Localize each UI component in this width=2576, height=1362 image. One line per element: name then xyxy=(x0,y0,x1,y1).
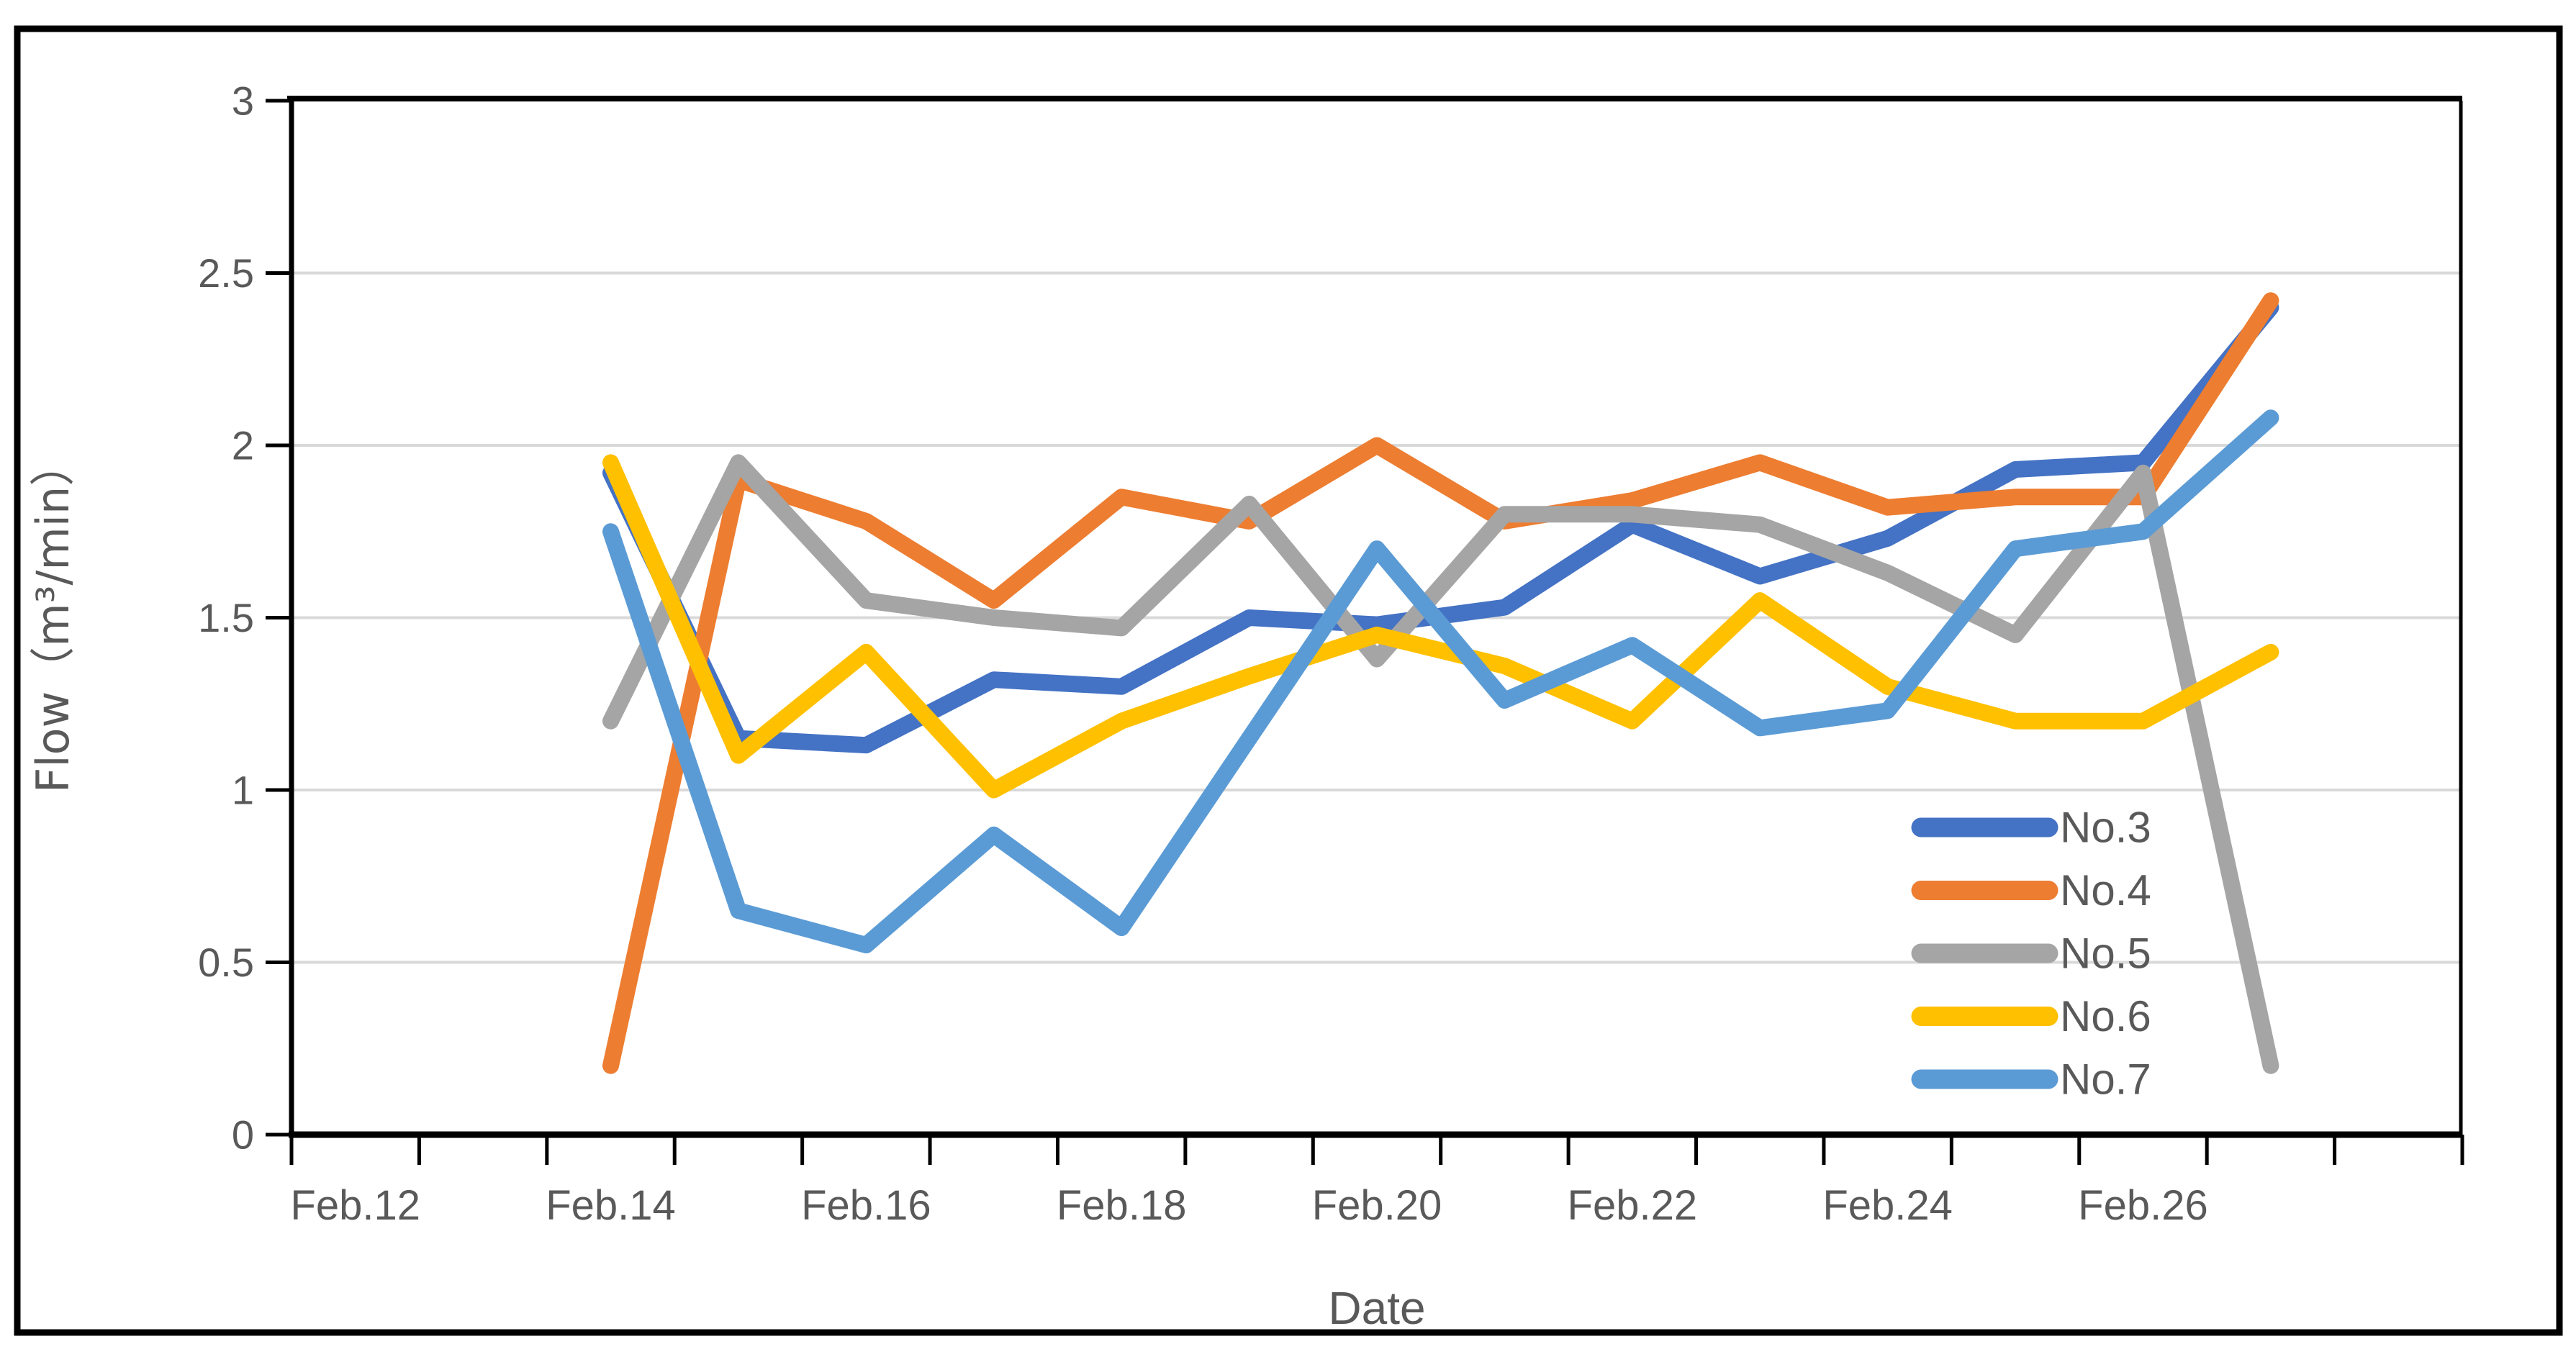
y-tick-label: 0.5 xyxy=(198,940,254,985)
legend-item-No.6: No.6 xyxy=(1911,992,2151,1040)
tick-label-layer: 0 0.5 1 1.5 2 2.5 3 Feb.12 Feb.14 Feb.16 Feb.18 Feb… xyxy=(198,78,2208,1230)
tick-layer xyxy=(266,99,2464,1165)
series-line-No.6 xyxy=(602,454,2279,799)
x-tick-label: Feb.18 xyxy=(1057,1182,1187,1229)
series-layer xyxy=(602,292,2279,1074)
legend-item-No.7: No.7 xyxy=(1911,1055,2151,1104)
y-tick-label: 1 xyxy=(232,768,254,813)
y-tick-label: 1.5 xyxy=(198,595,254,640)
y-tick-label: 2 xyxy=(232,423,254,468)
x-tick-label: Feb.22 xyxy=(1568,1182,1698,1229)
legend-label-No.7: No.7 xyxy=(2060,1055,2151,1104)
series-line-No.5 xyxy=(602,454,2279,1074)
y-tick-label: 3 xyxy=(232,78,254,124)
y-axis-title: Flow（m³/min） xyxy=(27,442,79,794)
legend-item-No.3: No.3 xyxy=(1911,804,2151,852)
legend-label-No.5: No.5 xyxy=(2060,930,2151,978)
x-tick-label: Feb.26 xyxy=(2078,1182,2208,1229)
series-line-No.7 xyxy=(602,409,2279,953)
page-border-layer xyxy=(14,25,2563,1336)
x-tick-label: Feb.12 xyxy=(290,1182,420,1229)
legend-item-No.4: No.4 xyxy=(1911,866,2151,914)
x-tick-label: Feb.24 xyxy=(1822,1182,1953,1229)
x-tick-label: Feb.14 xyxy=(546,1182,676,1229)
legend-label-No.4: No.4 xyxy=(2060,866,2151,914)
legend-label-No.3: No.3 xyxy=(2060,804,2151,852)
legend-layer: No.3 No.4 No.5 No.6 No.7 xyxy=(1911,804,2151,1104)
y-tick-label: 0 xyxy=(232,1112,254,1158)
legend-item-No.5: No.5 xyxy=(1911,930,2151,978)
x-tick-label: Feb.16 xyxy=(801,1182,931,1229)
series-line-No.4 xyxy=(602,292,2279,1074)
x-tick-label: Feb.20 xyxy=(1312,1182,1442,1229)
page-border xyxy=(14,25,2563,1336)
y-tick-label: 2.5 xyxy=(198,250,254,296)
x-axis-title: Date xyxy=(1328,1282,1425,1334)
legend-label-No.6: No.6 xyxy=(2060,992,2151,1040)
